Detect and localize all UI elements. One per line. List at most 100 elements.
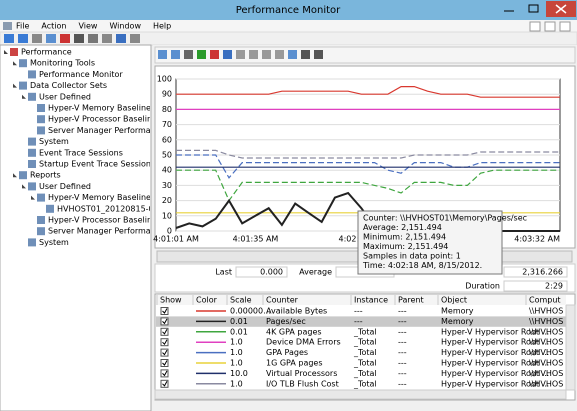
tree-item[interactable]: Hyper-V Memory Baseline xyxy=(48,193,151,202)
tree-expander[interactable] xyxy=(22,184,26,189)
tree-expander[interactable] xyxy=(13,173,17,178)
toolbar-button[interactable] xyxy=(4,34,14,43)
table-vscroll[interactable] xyxy=(565,304,576,391)
table-cell: \\HVHOS xyxy=(529,359,563,368)
tree-item[interactable]: System xyxy=(39,238,69,247)
column-header[interactable]: Counter xyxy=(266,296,299,305)
column-header[interactable]: Parent xyxy=(398,296,424,305)
table-cell: --- xyxy=(398,307,407,316)
show-checkbox[interactable] xyxy=(160,369,169,378)
table-cell: \\HVHOS xyxy=(529,369,563,378)
tree-item[interactable]: Server Manager Performance M xyxy=(48,126,175,135)
menu-item[interactable]: Action xyxy=(41,22,66,31)
toolbar-button[interactable] xyxy=(88,34,98,43)
toolbar-button[interactable] xyxy=(60,34,70,43)
stat-value: 2:29 xyxy=(545,282,563,291)
menu-item[interactable]: File xyxy=(16,22,29,31)
tree-item[interactable]: Data Collector Sets xyxy=(30,81,107,90)
column-header[interactable]: Scale xyxy=(230,296,252,305)
tree-item[interactable]: Hyper-V Processor Baseline xyxy=(48,216,157,225)
toolbar-button[interactable] xyxy=(46,34,56,43)
tree-expander[interactable] xyxy=(4,50,8,54)
menu-item[interactable]: Help xyxy=(153,22,171,31)
tree-icon xyxy=(19,171,27,180)
y-tick-label: 80 xyxy=(162,105,172,114)
show-checkbox[interactable] xyxy=(160,359,169,367)
toolbar-button[interactable] xyxy=(116,34,126,43)
column-header[interactable]: Show xyxy=(160,296,182,305)
tooltip-line: Average: 2,151.494 xyxy=(363,223,442,232)
table-cell: --- xyxy=(354,307,363,316)
tree-item[interactable]: Performance xyxy=(21,48,72,57)
x-tick-label: 4:01:01 AM xyxy=(153,235,199,244)
child-restore[interactable] xyxy=(544,21,556,32)
minimize-button[interactable] xyxy=(496,2,522,16)
table-cell: --- xyxy=(398,379,407,388)
child-close[interactable] xyxy=(559,21,571,32)
menu-item[interactable]: Window xyxy=(109,22,141,31)
graph-toolbar-button[interactable] xyxy=(288,50,297,59)
toolbar-button[interactable] xyxy=(32,34,42,43)
graph-toolbar-button[interactable] xyxy=(197,50,206,59)
table-cell: Available Bytes xyxy=(266,307,327,316)
tree: Performance Monitoring Tools Performance M… xyxy=(4,48,175,247)
table-cell: _Total xyxy=(353,348,377,357)
tree-item[interactable]: System xyxy=(39,137,69,146)
toolbar-button[interactable] xyxy=(74,34,84,43)
table-hscroll[interactable] xyxy=(154,389,567,400)
tree-item[interactable]: Startup Event Trace Sessions xyxy=(39,160,155,169)
show-checkbox[interactable] xyxy=(160,348,169,357)
column-header[interactable]: Color xyxy=(196,296,218,305)
graph-toolbar-button[interactable] xyxy=(275,50,284,59)
table-cell: Hyper-V Hypervisor Root ... xyxy=(441,338,549,347)
toolbar-button[interactable] xyxy=(102,34,112,43)
show-checkbox[interactable] xyxy=(160,338,169,347)
tree-item[interactable]: Event Trace Sessions xyxy=(39,148,123,157)
tree-expander[interactable] xyxy=(13,83,17,88)
child-minimize[interactable] xyxy=(529,21,541,32)
menu-item[interactable]: View xyxy=(78,22,97,31)
tree-expander[interactable] xyxy=(22,94,26,99)
column-header[interactable]: Instance xyxy=(354,296,388,305)
table-cell: 4K GPA pages xyxy=(266,327,322,336)
toolbar-button[interactable] xyxy=(130,34,140,43)
graph-toolbar-button[interactable] xyxy=(210,50,219,59)
graph-toolbar-button[interactable] xyxy=(249,50,258,59)
graph-toolbar-button[interactable] xyxy=(158,50,167,59)
tree-item[interactable]: Server Manager Performance M xyxy=(48,227,175,236)
graph-toolbar-button[interactable] xyxy=(184,50,193,59)
tree-item[interactable]: Performance Monitor xyxy=(39,70,123,79)
show-checkbox[interactable] xyxy=(160,327,169,336)
tree-icon xyxy=(46,204,54,213)
tree-icon xyxy=(10,48,18,56)
toolbar-button[interactable] xyxy=(18,34,28,43)
tree-item[interactable]: User Defined xyxy=(39,182,91,191)
graph-toolbar-button[interactable] xyxy=(171,50,180,59)
show-checkbox[interactable] xyxy=(160,307,169,315)
maximize-button[interactable] xyxy=(522,2,546,16)
column-header[interactable]: Object xyxy=(441,296,467,305)
tree-item[interactable]: HVHOST01_20120815-0000 xyxy=(57,204,169,213)
show-checkbox[interactable] xyxy=(160,379,169,388)
tree-item[interactable]: Monitoring Tools xyxy=(30,59,95,68)
tree-item[interactable]: Reports xyxy=(30,171,61,180)
tree-item[interactable]: Hyper-V Memory Baseline xyxy=(48,104,151,113)
graph-toolbar-button[interactable] xyxy=(262,50,271,59)
table-cell: I/O TLB Flush Cost xyxy=(266,379,339,388)
tree-expander[interactable] xyxy=(13,61,17,66)
show-checkbox[interactable] xyxy=(160,317,169,326)
tree-icon xyxy=(28,92,36,101)
y-tick-label: 10 xyxy=(162,211,172,220)
tooltip-line: Counter: \\HVHOST01\Memory\Pages/sec xyxy=(363,214,527,223)
tree-item[interactable]: User Defined xyxy=(39,92,91,101)
graph-toolbar-button[interactable] xyxy=(301,50,310,59)
tree-item[interactable]: Hyper-V Processor Baseline xyxy=(48,115,157,124)
graph-toolbar-button[interactable] xyxy=(223,50,232,59)
column-header[interactable]: Comput xyxy=(529,296,561,305)
table-cell: _Total xyxy=(353,369,377,378)
graph-toolbar-button[interactable] xyxy=(314,50,323,59)
maximize-icon xyxy=(528,4,539,13)
graph-toolbar-button[interactable] xyxy=(236,50,245,59)
tree-expander[interactable] xyxy=(31,195,35,200)
